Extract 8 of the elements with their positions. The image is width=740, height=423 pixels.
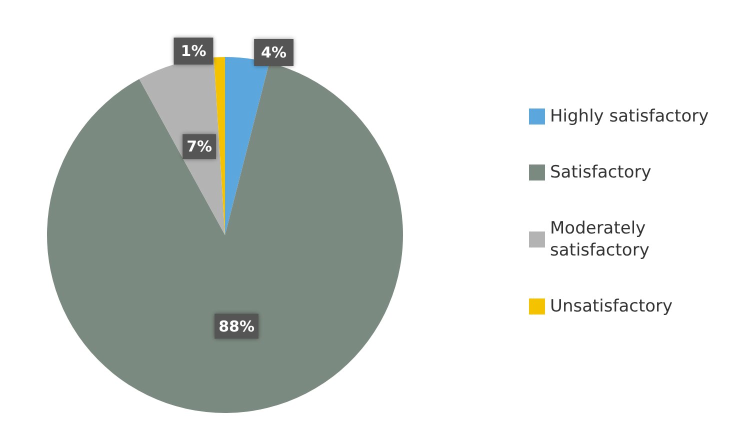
legend-label: Highly satisfactory: [550, 106, 709, 126]
legend-label: Unsatisfactory: [550, 296, 673, 316]
legend-label: Satisfactory: [550, 162, 652, 182]
data-label: 4%: [261, 43, 287, 62]
data-label: 7%: [186, 138, 212, 156]
legend-label: Moderately satisfactory: [550, 218, 652, 260]
data-label: 88%: [218, 317, 254, 336]
data-label: 1%: [180, 42, 206, 60]
